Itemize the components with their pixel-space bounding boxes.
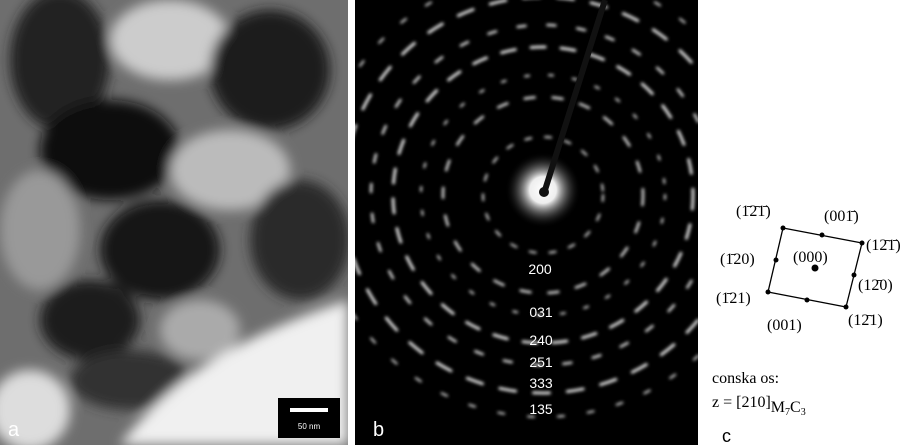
point-label: (1̄20) xyxy=(720,251,755,268)
ring-label: 200 xyxy=(528,261,552,277)
tem-image: 50 nm a xyxy=(0,0,350,445)
point-label: (1̄2̄1̄) xyxy=(736,203,771,220)
point-label: (001) xyxy=(767,317,802,334)
ring-label: 135 xyxy=(529,401,553,417)
diffraction-pattern: 200 031 240 251 333 135 b xyxy=(318,0,768,445)
point-label: (12̄1̄) xyxy=(866,237,901,254)
point-label: (12̄0) xyxy=(858,277,893,294)
ring-label: 333 xyxy=(529,375,553,391)
point-label: (12̄1) xyxy=(848,312,883,329)
scale-bar-label: 50 nm xyxy=(298,422,321,431)
panel-label: a xyxy=(8,419,20,441)
center-label: (000) xyxy=(793,249,828,266)
ring-label: 251 xyxy=(529,354,553,370)
panel-label: c xyxy=(722,426,731,445)
caption: conska os: xyxy=(712,370,779,387)
phase-letter: M xyxy=(771,399,785,416)
point-label: (1̄21) xyxy=(716,290,751,307)
phase-letter: C xyxy=(790,399,801,416)
lattice-diagram: (1̄2̄1̄) (001̄) (12̄1̄) (1̄20) (000) (12… xyxy=(712,203,901,445)
scale-bar-box xyxy=(278,398,340,438)
ring-label: 031 xyxy=(529,304,553,320)
point-label: (001̄) xyxy=(824,208,859,225)
zone-axis: z = [210]M7C3 xyxy=(712,394,806,418)
phase-index: 3 xyxy=(801,407,806,418)
ring-label: 240 xyxy=(529,332,553,348)
zone-axis-text: z = [210] xyxy=(712,394,771,411)
panel-label: b xyxy=(373,419,384,441)
page: {"panels": { "a": {"label": "a", "scale_… xyxy=(0,0,918,445)
figure: 50 nm a 200 031 240 251 333 135 b xyxy=(0,0,918,445)
scale-bar xyxy=(290,408,328,412)
